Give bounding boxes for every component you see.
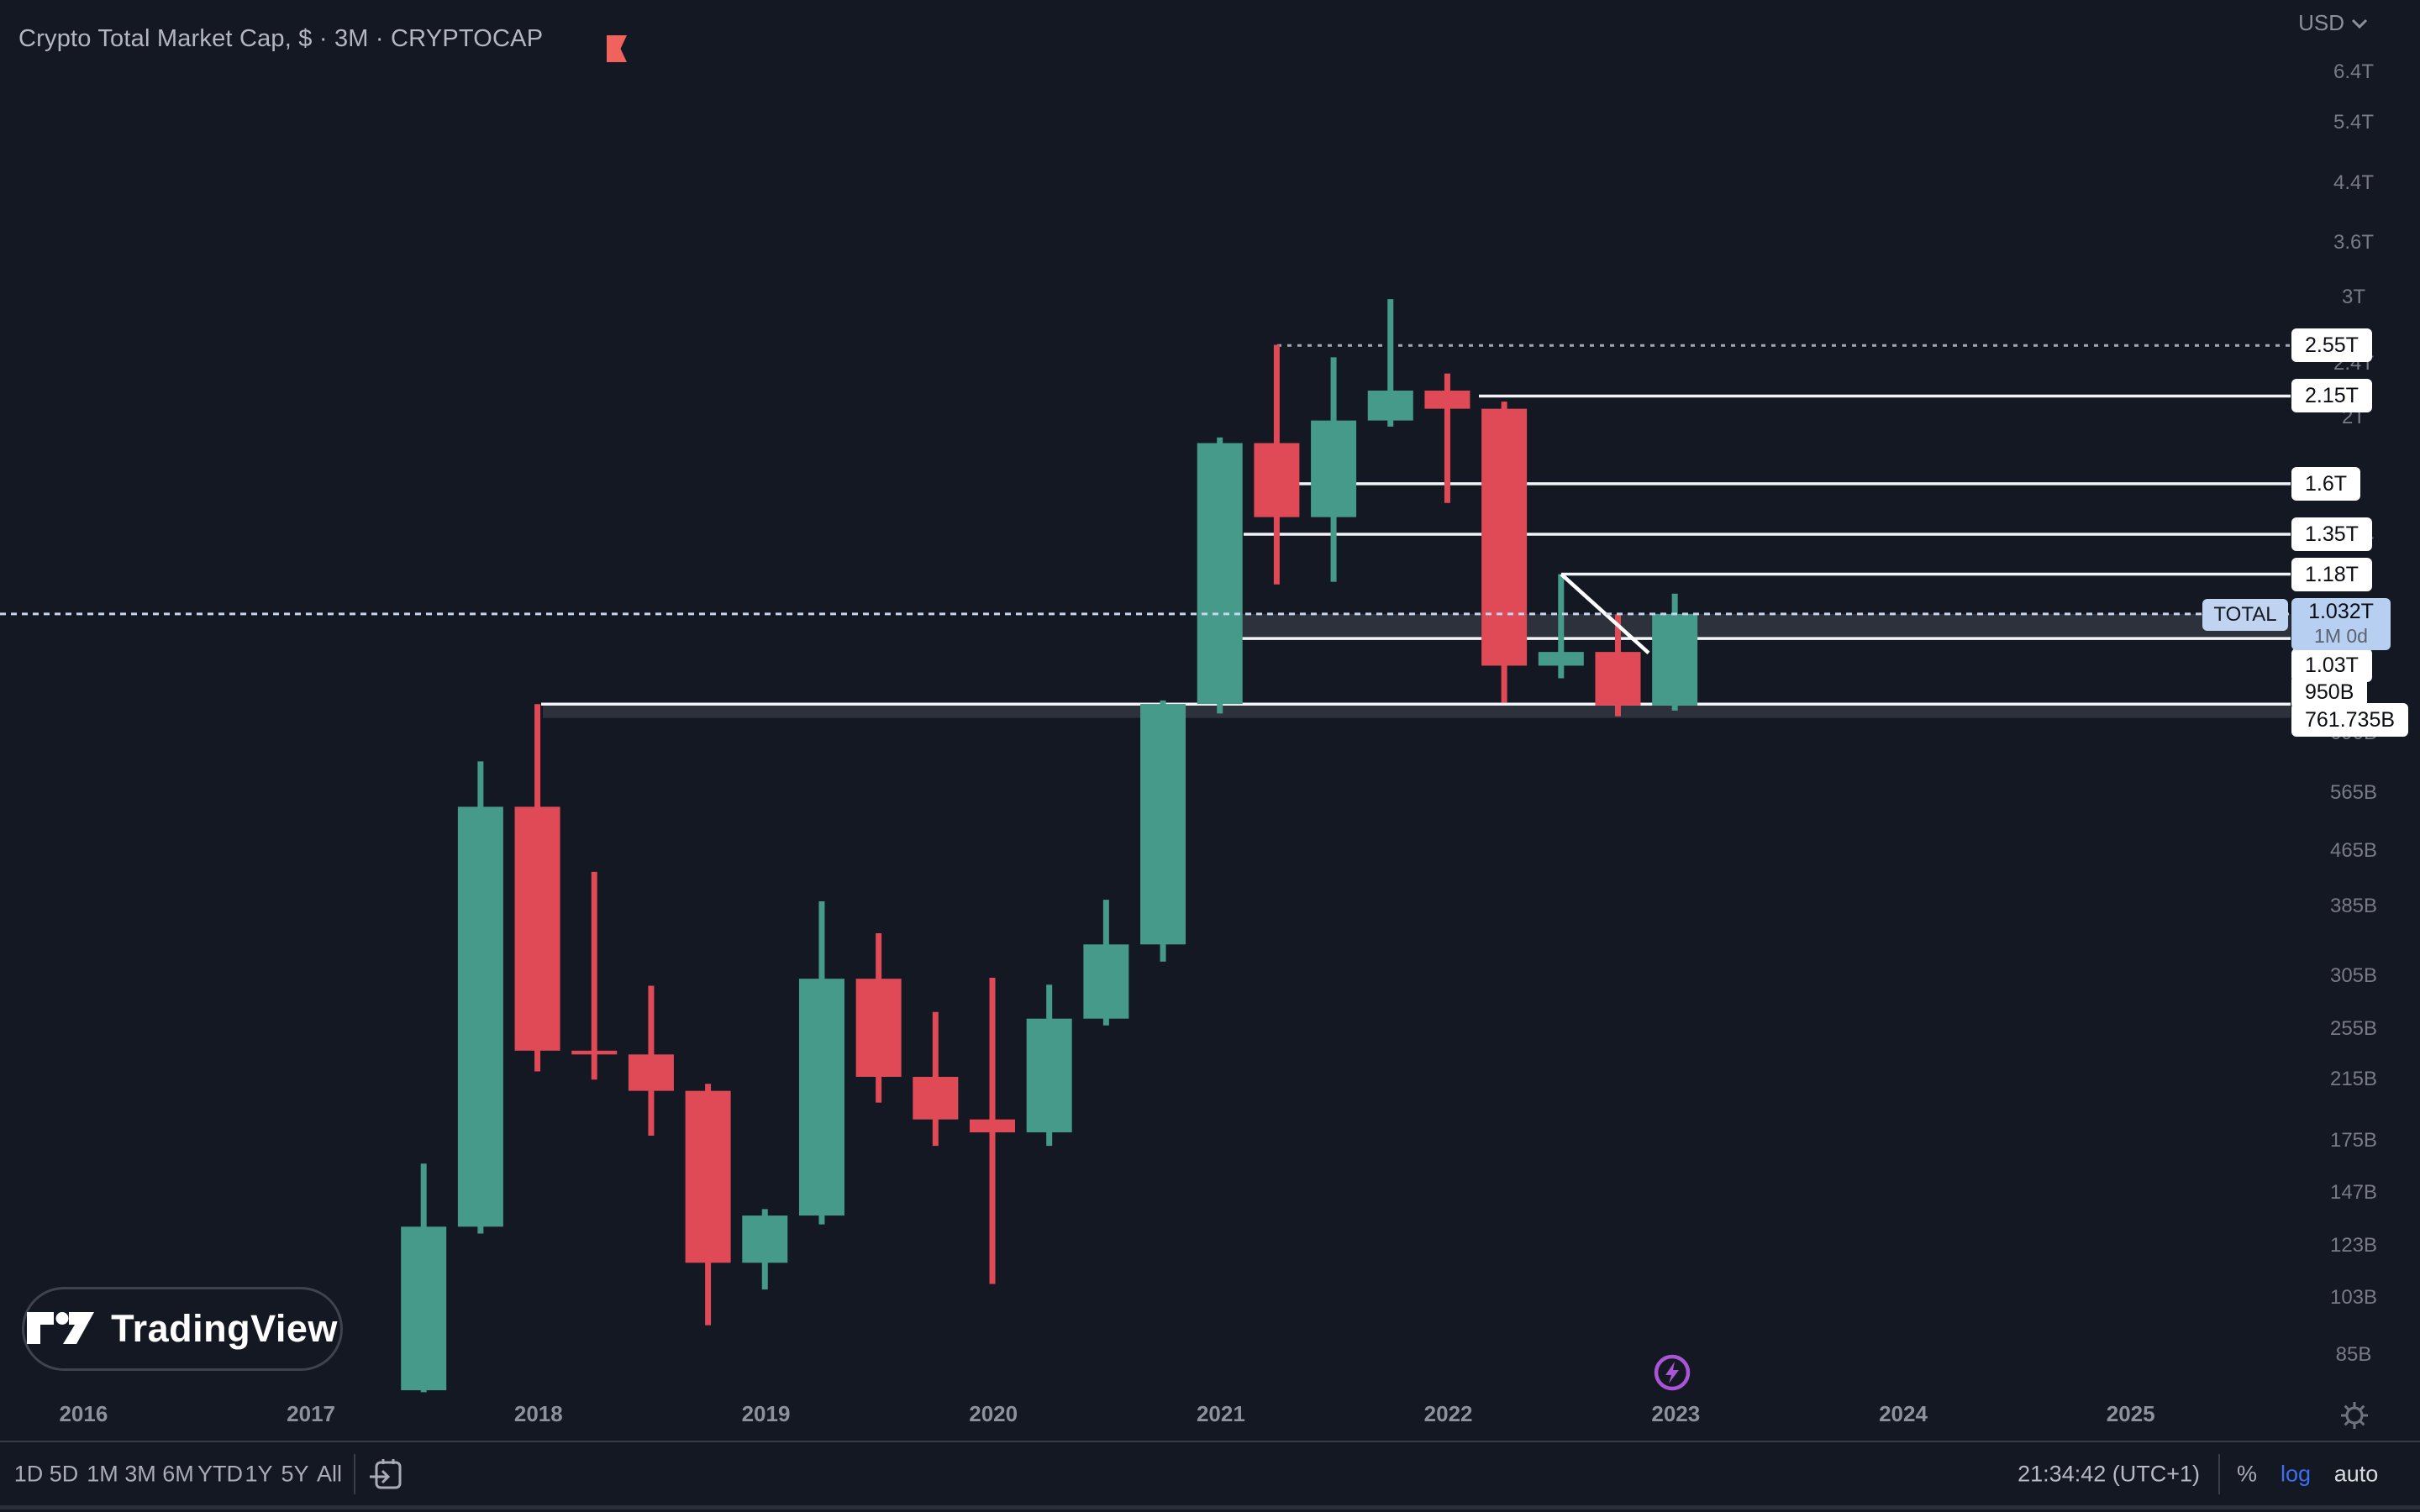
clock[interactable]: 21:34:42 (UTC+1) bbox=[2018, 1461, 2200, 1486]
trend-arrow[interactable] bbox=[1560, 572, 1650, 654]
go-to-date-icon[interactable] bbox=[368, 1456, 405, 1493]
price-tick: 465B bbox=[2329, 838, 2378, 862]
range-button-1m[interactable]: 1M bbox=[87, 1461, 118, 1486]
current-price-value: 1.032T bbox=[2308, 600, 2374, 623]
candle-body bbox=[1538, 652, 1584, 666]
symbol-tag-label: TOTAL bbox=[2213, 603, 2277, 626]
year-label-2018: 2018 bbox=[513, 1401, 563, 1426]
tradingview-logo[interactable]: TradingView bbox=[22, 1287, 343, 1371]
price-tick: 5.4T bbox=[2333, 111, 2375, 134]
gear-icon[interactable] bbox=[2336, 1397, 2373, 1434]
price-tick: 565B bbox=[2329, 780, 2378, 804]
tradingview-wordmark: TradingView bbox=[111, 1307, 338, 1350]
currency-selector[interactable]: USD bbox=[2298, 10, 2368, 36]
candle-body bbox=[1311, 420, 1357, 517]
candle-body bbox=[628, 1054, 674, 1091]
price-tick: 215B bbox=[2329, 1068, 2378, 1091]
level-price-label: 2.55T bbox=[2291, 328, 2372, 363]
candle-body bbox=[855, 979, 902, 1077]
year-label-2016: 2016 bbox=[59, 1401, 108, 1426]
price-tick: 3T bbox=[2341, 285, 2365, 308]
year-label-2020: 2020 bbox=[969, 1401, 1018, 1426]
price-tick: 175B bbox=[2329, 1128, 2378, 1152]
toolbar-divider bbox=[354, 1454, 355, 1494]
candle-body bbox=[970, 1119, 1015, 1133]
candle-body bbox=[685, 1090, 731, 1263]
candle-body bbox=[1367, 390, 1413, 421]
price-tick: 255B bbox=[2329, 1016, 2378, 1040]
year-label-2019: 2019 bbox=[741, 1401, 791, 1426]
range-button-1y[interactable]: 1Y bbox=[245, 1461, 273, 1486]
price-tick: 3.6T bbox=[2333, 231, 2375, 255]
bar-countdown: 1M 0d bbox=[2314, 625, 2368, 647]
level-price-label: 761.735B bbox=[2291, 703, 2409, 737]
range-button-all[interactable]: All bbox=[316, 1461, 343, 1486]
candle-body bbox=[913, 1076, 959, 1120]
price-tick: 85B bbox=[2335, 1343, 2372, 1367]
level-price-label: 2.15T bbox=[2291, 379, 2372, 413]
symbol-price-tag: TOTAL bbox=[2202, 599, 2288, 631]
price-zone[interactable] bbox=[543, 704, 2291, 718]
candle-body bbox=[1140, 704, 1186, 945]
chevron-down-icon bbox=[2351, 18, 2368, 29]
price-tick: 147B bbox=[2329, 1180, 2378, 1204]
candle-body bbox=[1424, 390, 1470, 409]
price-zone[interactable] bbox=[1202, 613, 2291, 639]
candle-body bbox=[457, 806, 503, 1227]
range-button-1d[interactable]: 1D bbox=[13, 1461, 44, 1486]
year-label-2022: 2022 bbox=[1423, 1401, 1473, 1426]
candle-body bbox=[1197, 443, 1243, 705]
year-label-2025: 2025 bbox=[2106, 1401, 2155, 1426]
currency-label: USD bbox=[2298, 10, 2344, 35]
percent-scale-button[interactable]: % bbox=[2236, 1461, 2258, 1486]
candle-body bbox=[1595, 652, 1641, 706]
candle-body bbox=[1083, 944, 1129, 1019]
current-price-badge: 1.032T 1M 0d bbox=[2291, 598, 2391, 650]
candle-body bbox=[798, 979, 844, 1216]
lightning-icon[interactable] bbox=[1652, 1352, 1692, 1393]
range-button-3m[interactable]: 3M bbox=[124, 1461, 156, 1486]
price-tick: 103B bbox=[2329, 1286, 2378, 1310]
candle-body bbox=[1652, 613, 1698, 706]
flag-icon[interactable] bbox=[607, 35, 627, 62]
candle-body bbox=[742, 1215, 788, 1263]
price-tick: 123B bbox=[2329, 1233, 2378, 1257]
log-scale-button[interactable]: log bbox=[2280, 1461, 2312, 1486]
bottom-toolbar: 1D 5D 1M 3M 6M YTD 1Y 5Y All 21:34:42 (UTC+1) % … bbox=[0, 1441, 2420, 1509]
level-price-label: 1.18T bbox=[2291, 557, 2372, 591]
price-tick: 6.4T bbox=[2333, 60, 2375, 83]
range-button-5d[interactable]: 5D bbox=[49, 1461, 79, 1486]
year-label-2023: 2023 bbox=[1651, 1401, 1701, 1426]
year-label-2024: 2024 bbox=[1879, 1401, 1928, 1426]
candle-body bbox=[571, 1050, 618, 1055]
candle-body bbox=[1254, 443, 1300, 517]
range-button-5y[interactable]: 5Y bbox=[281, 1461, 309, 1486]
candle-body bbox=[1481, 408, 1528, 666]
level-price-label: 1.6T bbox=[2291, 466, 2361, 501]
candle-body bbox=[514, 806, 560, 1051]
year-label-2021: 2021 bbox=[1196, 1401, 1245, 1426]
price-tick: 385B bbox=[2329, 895, 2378, 918]
auto-scale-button[interactable]: auto bbox=[2333, 1461, 2379, 1486]
candle-body bbox=[1026, 1018, 1072, 1133]
symbol-title[interactable]: Crypto Total Market Cap, $ · 3M · CRYPTO… bbox=[18, 25, 544, 52]
year-label-2017: 2017 bbox=[287, 1401, 336, 1426]
candle-body bbox=[401, 1226, 447, 1391]
toolbar-divider-right bbox=[2218, 1454, 2220, 1494]
level-price-label: 1.35T bbox=[2291, 517, 2372, 551]
tradingview-mark-icon bbox=[27, 1312, 95, 1344]
range-button-6m[interactable]: 6M bbox=[162, 1461, 194, 1486]
range-button-ytd[interactable]: YTD bbox=[197, 1461, 243, 1486]
price-tick: 305B bbox=[2329, 963, 2378, 987]
price-tick: 4.4T bbox=[2333, 171, 2375, 195]
